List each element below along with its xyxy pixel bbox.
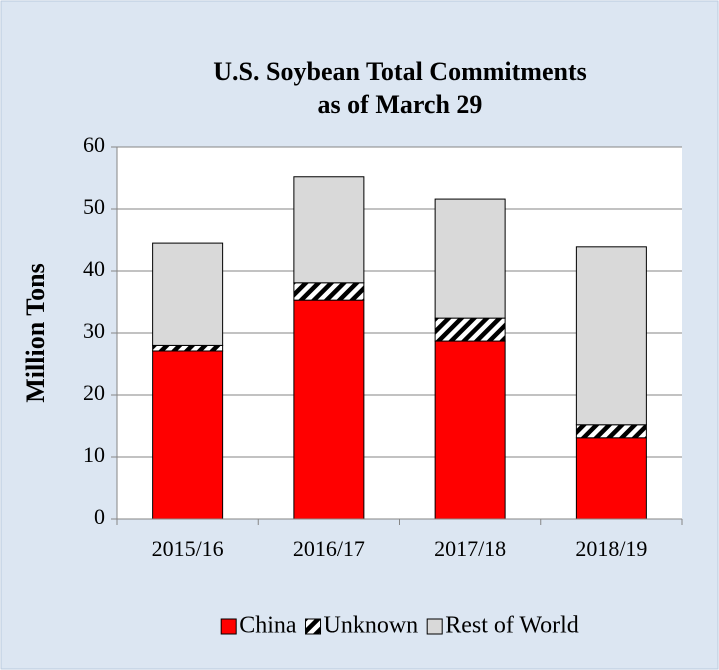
y-axis-label: Million Tons xyxy=(21,263,50,402)
legend-swatch xyxy=(426,618,443,635)
bar-segment xyxy=(293,282,365,301)
legend-label: China xyxy=(239,613,297,639)
y-tick-label: 40 xyxy=(83,256,105,281)
y-tick-label: 0 xyxy=(94,504,105,529)
legend-label: Rest of World xyxy=(445,613,579,639)
bar-segment xyxy=(575,424,647,439)
legend: China Unknown Rest of World xyxy=(220,613,579,639)
x-tick-label: 2018/19 xyxy=(575,536,647,561)
bar-segment xyxy=(434,317,506,342)
y-tick-label: 10 xyxy=(83,442,105,467)
chart-title: as of March 29 xyxy=(318,90,483,119)
chart-title: U.S. Soybean Total Commitments xyxy=(213,57,586,86)
bar-segment xyxy=(152,242,224,346)
x-tick-label: 2016/17 xyxy=(293,536,365,561)
x-tick-label: 2015/16 xyxy=(152,536,224,561)
bar-segment xyxy=(575,246,647,426)
y-tick-label: 30 xyxy=(83,318,105,343)
y-tick-label: 60 xyxy=(83,132,105,157)
bar-segment xyxy=(434,340,506,520)
legend-swatch xyxy=(305,618,322,635)
legend-label: Unknown xyxy=(324,613,419,639)
x-tick-label: 2017/18 xyxy=(434,536,506,561)
bar-segment xyxy=(575,437,647,520)
bar-segment xyxy=(152,344,224,352)
y-tick-label: 20 xyxy=(83,380,105,405)
bar-segment xyxy=(434,198,506,319)
y-tick-label: 50 xyxy=(83,194,105,219)
legend-swatch xyxy=(220,618,237,635)
bar-segment xyxy=(293,299,365,520)
bar-segment xyxy=(293,176,365,284)
bar-segment xyxy=(152,350,224,520)
